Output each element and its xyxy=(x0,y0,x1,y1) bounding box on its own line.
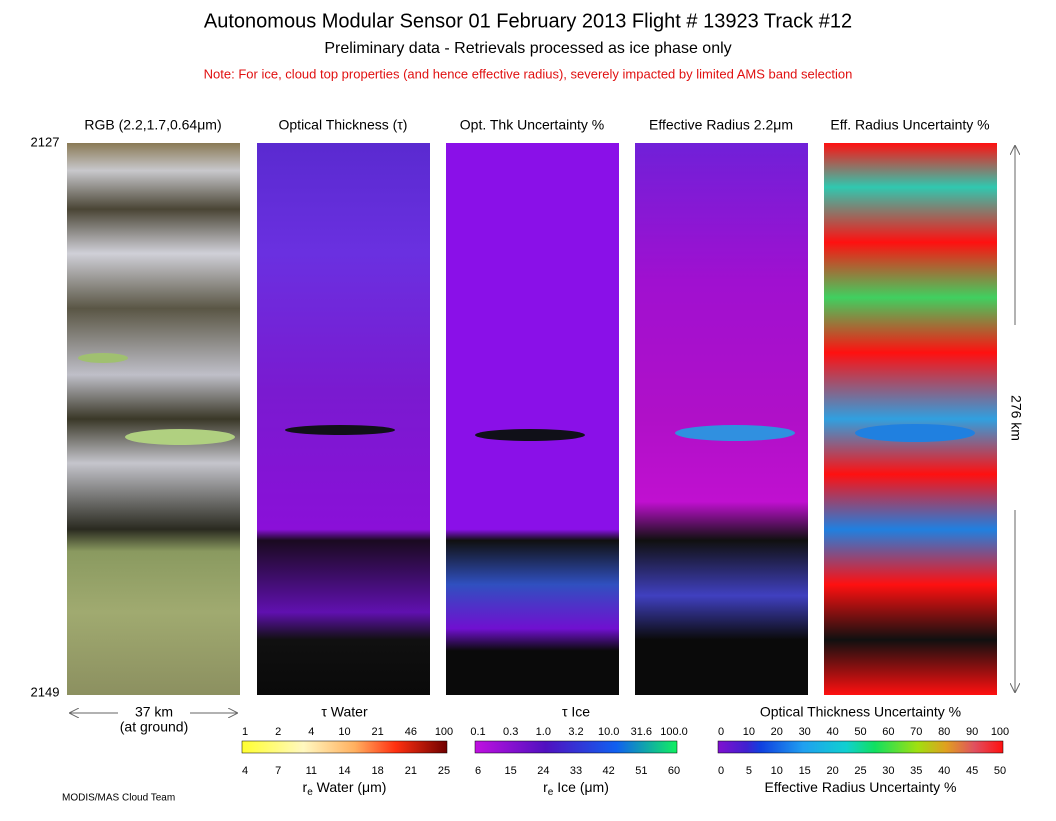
colorbar-top-tick: 4 xyxy=(308,726,314,738)
scan-top: 2127 xyxy=(31,134,60,149)
colorbar-bottom-title: re Ice (μm) xyxy=(543,779,609,798)
footer: MODIS/MAS Cloud Team xyxy=(62,793,175,804)
panel-title: Eff. Radius Uncertainty % xyxy=(830,117,989,133)
scan-bottom: 2149 xyxy=(31,684,60,699)
title: Autonomous Modular Sensor 01 February 20… xyxy=(204,10,852,32)
colorbar-bottom-tick: 4 xyxy=(242,765,248,777)
note: Note: For ice, cloud top properties (and… xyxy=(204,66,853,81)
re-image xyxy=(635,143,808,695)
colorbar-bottom-tick: 60 xyxy=(668,765,680,777)
label: Ice (μm) xyxy=(553,779,609,795)
subtitle: Preliminary data - Retrievals processed … xyxy=(324,40,731,57)
cloud-gap xyxy=(475,429,585,441)
colorbar-top-tick: 1.0 xyxy=(536,726,551,738)
colorbar-title: Optical Thickness Uncertainty % xyxy=(760,704,961,720)
length-label: 276 km xyxy=(1008,395,1024,441)
colorbar-bottom-title: re Water (μm) xyxy=(303,779,387,798)
colorbar-top-tick: 100 xyxy=(435,726,453,738)
colorbar-bottom-tick: 35 xyxy=(910,765,922,777)
colorbar-top-tick: 80 xyxy=(938,726,950,738)
colorbar-bottom-tick: 25 xyxy=(854,765,866,777)
green-patch xyxy=(125,429,235,445)
colorbar-bottom-tick: 42 xyxy=(603,765,615,777)
label-bg xyxy=(118,703,190,735)
subscript: e xyxy=(548,787,554,798)
rgb-image xyxy=(67,143,240,695)
colorbar-bottom-tick: 18 xyxy=(372,765,384,777)
colorbar-top-tick: 46 xyxy=(405,726,417,738)
colorbar-bottom-tick: 24 xyxy=(537,765,549,777)
panel-title: RGB (2.2,1.7,0.64μm) xyxy=(84,117,221,133)
cloud-gap xyxy=(855,424,975,442)
colorbar-top-tick: 1 xyxy=(242,726,248,738)
width-label: 37 km xyxy=(135,704,173,720)
colorbar-bottom-title: Effective Radius Uncertainty % xyxy=(765,779,957,795)
colorbar-bottom-tick: 33 xyxy=(570,765,582,777)
colorbar-top-tick: 10 xyxy=(743,726,755,738)
colorbar-top-tick: 2 xyxy=(275,726,281,738)
colorbar-top-tick: 100.0 xyxy=(660,726,688,738)
colorbar-top-tick: 10 xyxy=(338,726,350,738)
colorbar-bottom-tick: 30 xyxy=(882,765,894,777)
cloud-gap xyxy=(675,425,795,441)
colorbar-bottom-tick: 15 xyxy=(505,765,517,777)
label: Effective Radius Uncertainty % xyxy=(765,779,957,795)
colorbar-bottom-tick: 25 xyxy=(438,765,450,777)
colorbar-bottom-tick: 5 xyxy=(746,765,752,777)
colorbar-bottom-tick: 0 xyxy=(718,765,724,777)
colorbar-top-tick: 0.1 xyxy=(470,726,485,738)
colorbar-top-tick: 3.2 xyxy=(568,726,583,738)
colorbar-top-tick: 100 xyxy=(991,726,1009,738)
panel-title: Opt. Thk Uncertainty % xyxy=(460,117,604,133)
symbol: r xyxy=(543,779,548,795)
colorbar-bottom-tick: 45 xyxy=(966,765,978,777)
colorbar-top-tick: 31.6 xyxy=(631,726,652,738)
colorbar-bottom-tick: 21 xyxy=(405,765,417,777)
width-label: (at ground) xyxy=(120,719,188,735)
colorbar-top-tick: 0 xyxy=(718,726,724,738)
colorbar-top-tick: 20 xyxy=(771,726,783,738)
colorbar-top-tick: 40 xyxy=(826,726,838,738)
colorbar-top-tick: 50 xyxy=(854,726,866,738)
colorbar-bottom-tick: 15 xyxy=(799,765,811,777)
colorbar-bottom-tick: 20 xyxy=(826,765,838,777)
green-patch xyxy=(78,353,128,363)
tau-image xyxy=(257,143,430,695)
cloud-gap xyxy=(285,425,395,435)
colorbar-top-tick: 90 xyxy=(966,726,978,738)
colorbar-top-tick: 70 xyxy=(910,726,922,738)
colorbar-top-tick: 0.3 xyxy=(503,726,518,738)
colorbar-bottom-tick: 14 xyxy=(338,765,350,777)
symbol: r xyxy=(303,779,308,795)
re-uncertainty-image xyxy=(824,143,997,695)
colorbar-bottom-tick: 50 xyxy=(994,765,1006,777)
colorbar-bottom-tick: 7 xyxy=(275,765,281,777)
colorbar-top-tick: 60 xyxy=(882,726,894,738)
colorbar-title: τ Water xyxy=(321,704,368,720)
colorbar-bottom-tick: 51 xyxy=(635,765,647,777)
colorbar-top-tick: 10.0 xyxy=(598,726,619,738)
colorbar xyxy=(241,740,448,754)
colorbar-bottom-tick: 6 xyxy=(475,765,481,777)
colorbar-title: τ Ice xyxy=(562,704,590,720)
colorbar-bottom-tick: 11 xyxy=(306,765,317,777)
subscript: e xyxy=(307,787,313,798)
images xyxy=(67,143,997,695)
panel-title: Effective Radius 2.2μm xyxy=(649,117,793,133)
colorbar-top-tick: 30 xyxy=(799,726,811,738)
colorbar-bottom-tick: 40 xyxy=(938,765,950,777)
colorbar-top-tick: 21 xyxy=(372,726,384,738)
colorbar-bottom-tick: 10 xyxy=(771,765,783,777)
label: Water (μm) xyxy=(313,779,387,795)
colorbar xyxy=(474,740,678,754)
tau-uncertainty-image xyxy=(446,143,619,695)
colorbar xyxy=(717,740,1004,754)
panel-title: Optical Thickness (τ) xyxy=(279,117,408,133)
